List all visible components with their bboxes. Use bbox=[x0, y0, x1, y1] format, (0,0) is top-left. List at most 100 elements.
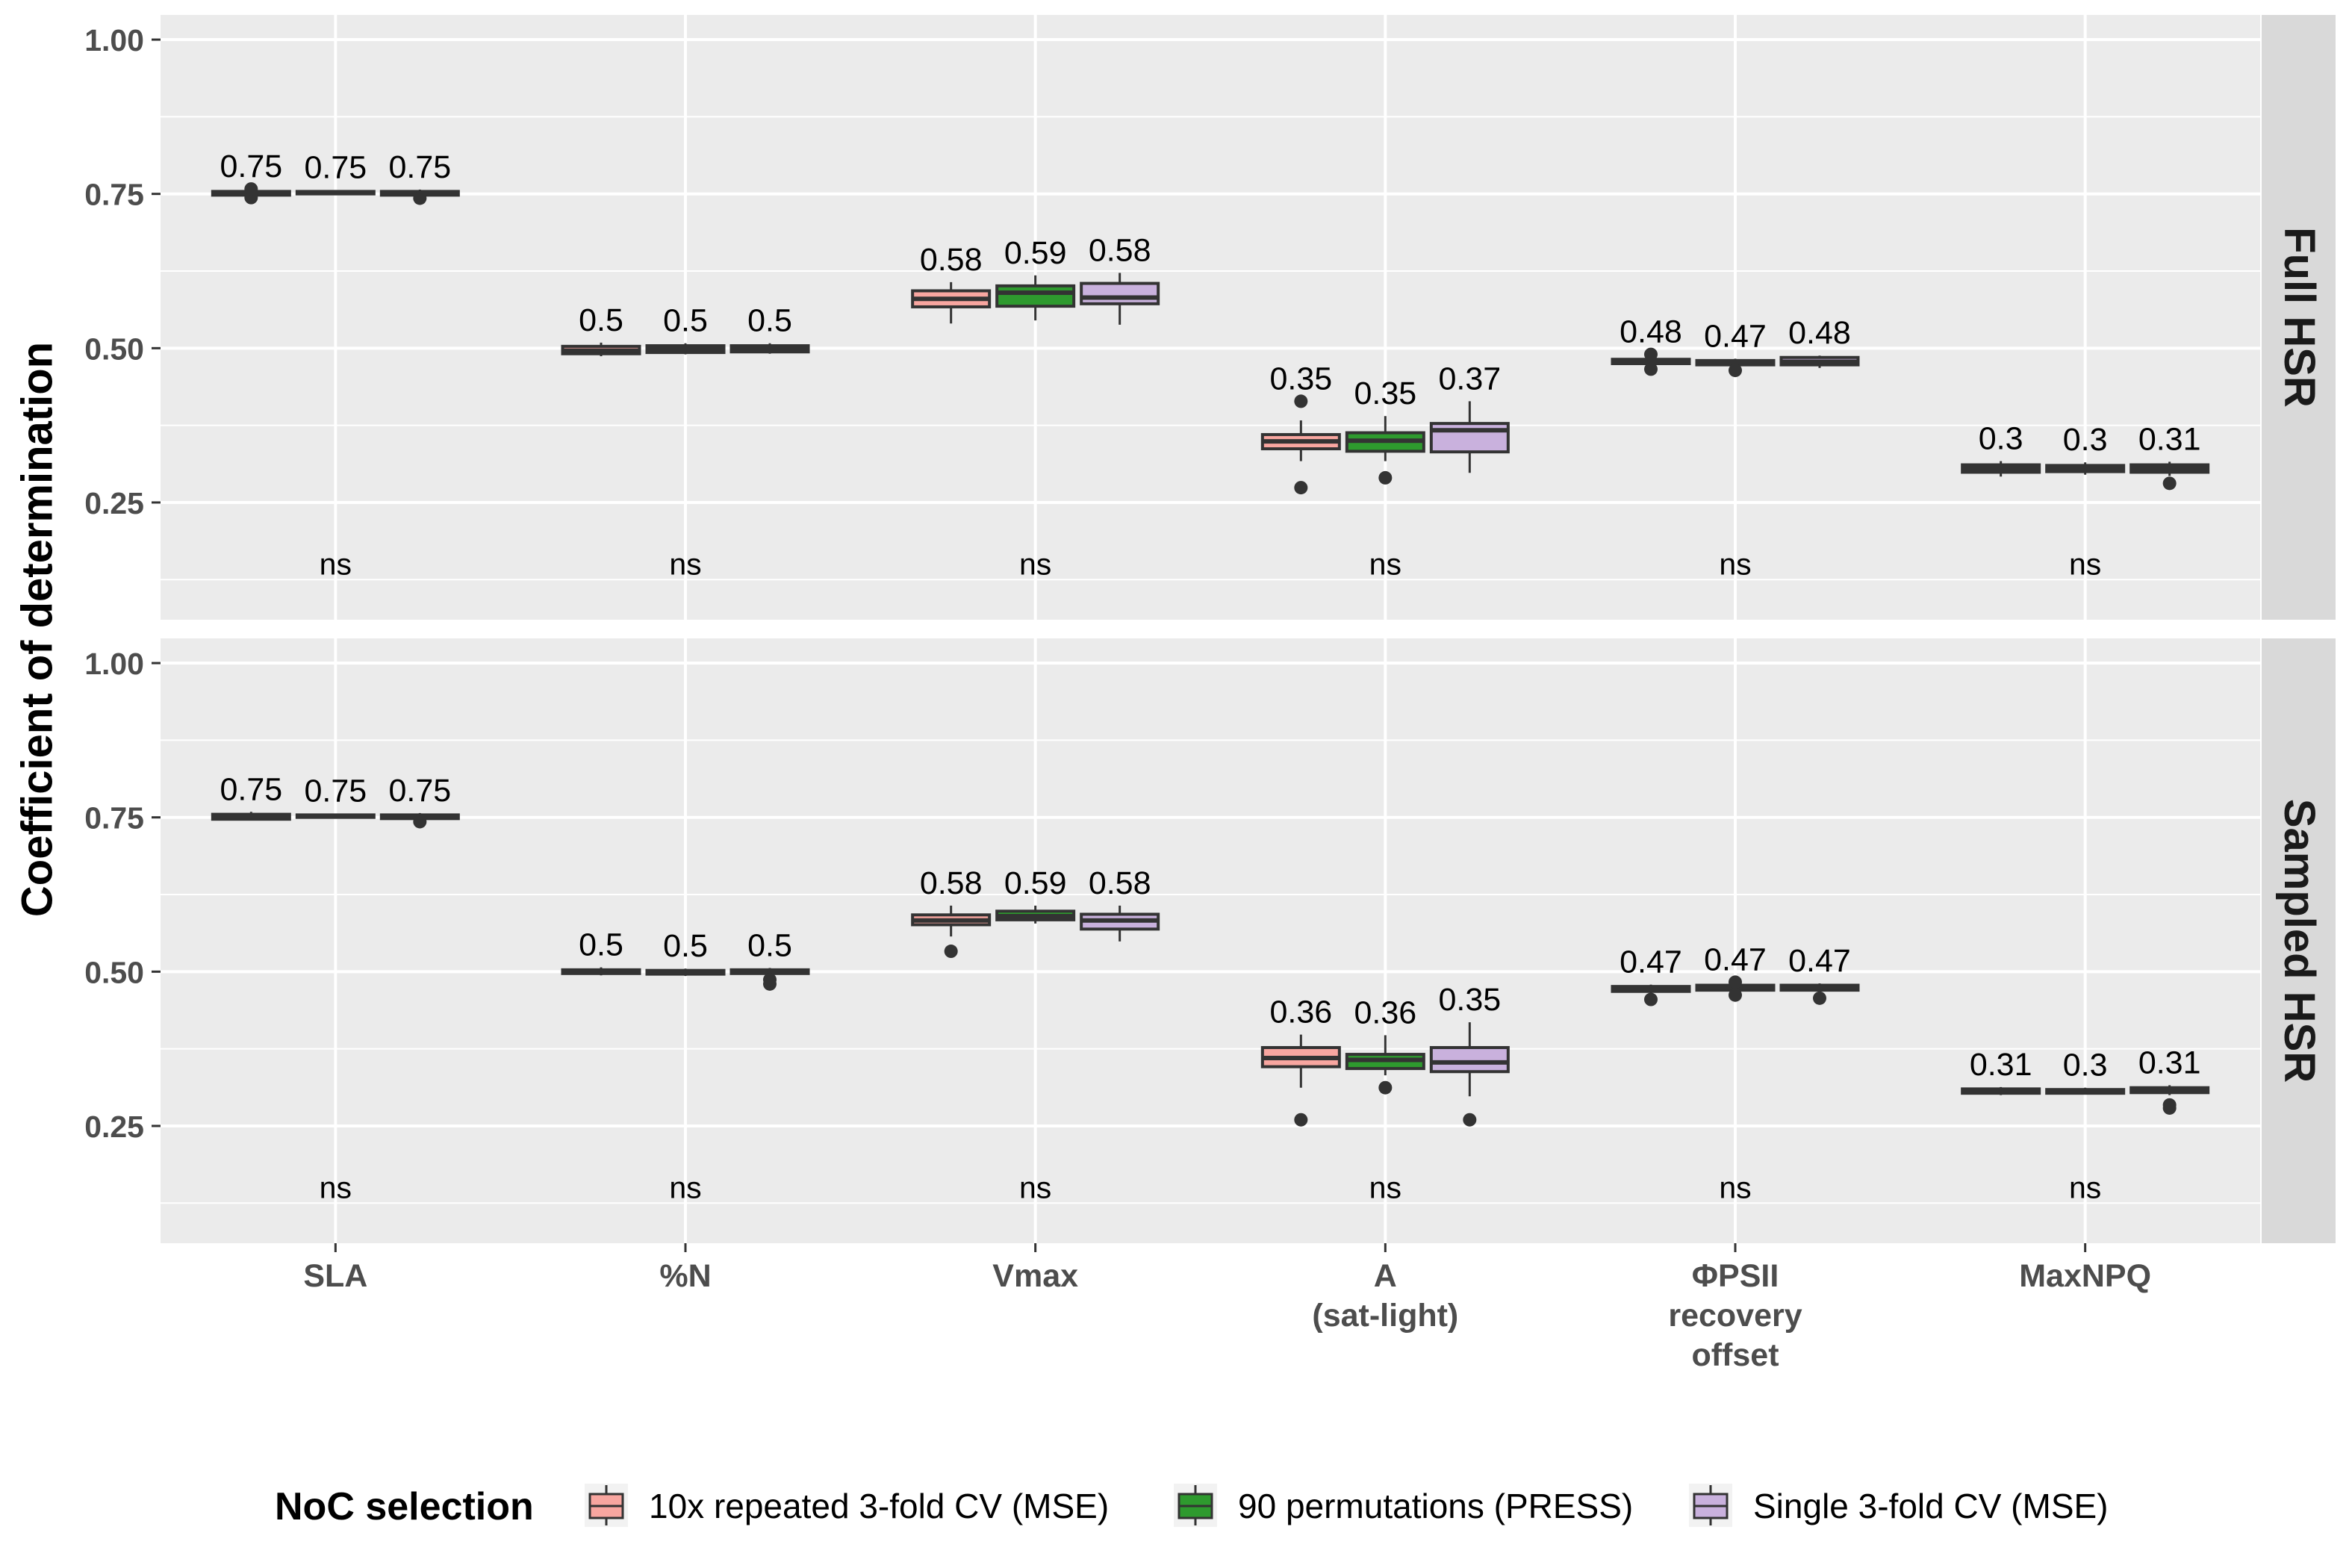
box-value-label: 0.36 bbox=[1354, 995, 1416, 1030]
box-2: 0.3 bbox=[2045, 1048, 2126, 1095]
panel-sampled-hsr: 0.25 0.50 0.75 1.00 Sampled HSR 0.75 0.75 0.75 n… bbox=[84, 638, 2336, 1243]
legend-title: NoC selection bbox=[275, 1485, 534, 1528]
box-3: 0.47 bbox=[1779, 943, 1860, 1005]
box-value-label: 0.5 bbox=[663, 928, 708, 964]
y-tick-label: 0.75 bbox=[84, 178, 144, 212]
x-category-label-line: Vmax bbox=[992, 1258, 1078, 1294]
box-3: 0.75 bbox=[379, 149, 460, 205]
x-category-label-line: (sat-light) bbox=[1312, 1298, 1458, 1334]
box-1: 0.75 bbox=[211, 149, 291, 205]
y-tick-label: 1.00 bbox=[84, 647, 144, 681]
x-category-label: ΦPSII recovery offset bbox=[1668, 1258, 1802, 1373]
box-1: 0.47 bbox=[1611, 945, 1691, 1007]
box-3: 0.48 bbox=[1779, 315, 1860, 368]
legend-item: 90 permutations (PRESS) bbox=[1174, 1484, 1633, 1527]
box-2: 0.59 bbox=[995, 865, 1076, 924]
box-outlier-point bbox=[1463, 1113, 1477, 1127]
box-value-label: 0.3 bbox=[2063, 422, 2108, 458]
box-3: 0.31 bbox=[2129, 421, 2210, 491]
box-value-label: 0.5 bbox=[747, 927, 792, 963]
x-category-label-line: MaxNPQ bbox=[2019, 1258, 2151, 1294]
legend: NoC selection 10x repeated 3-fold CV (MSE… bbox=[275, 1484, 2109, 1528]
box-2: 0.35 bbox=[1345, 376, 1425, 485]
significance-label: ns bbox=[1019, 547, 1051, 582]
significance-label: ns bbox=[1369, 547, 1401, 582]
box-value-label: 0.75 bbox=[388, 773, 451, 809]
box-value-label: 0.5 bbox=[747, 303, 792, 339]
box-3: 0.5 bbox=[729, 303, 810, 354]
facet-strip: Sampled HSR bbox=[2262, 638, 2336, 1243]
box-value-label: 0.3 bbox=[1979, 421, 2023, 457]
box-value-label: 0.5 bbox=[579, 302, 623, 338]
box-1: 0.58 bbox=[911, 865, 992, 959]
box-value-label: 0.47 bbox=[1620, 945, 1682, 980]
box-1: 0.75 bbox=[211, 771, 291, 821]
facet-strip-label: Full HSR bbox=[2275, 227, 2324, 408]
box-value-label: 0.5 bbox=[579, 927, 623, 963]
panel-background bbox=[161, 15, 2260, 620]
box-2: 0.47 bbox=[1695, 942, 1776, 1002]
significance-label: ns bbox=[1719, 1171, 1751, 1205]
box-outlier-point bbox=[413, 815, 427, 829]
x-category-label-line: offset bbox=[1691, 1337, 1779, 1373]
box-value-label: 0.35 bbox=[1438, 982, 1501, 1018]
box-3: 0.75 bbox=[379, 773, 460, 829]
significance-label: ns bbox=[320, 1171, 352, 1205]
legend-item: 10x repeated 3-fold CV (MSE) bbox=[585, 1484, 1109, 1527]
x-category-label: SLA bbox=[303, 1258, 367, 1294]
box-1: 0.3 bbox=[1961, 421, 2041, 477]
box-value-label: 0.75 bbox=[220, 149, 282, 184]
box-value-label: 0.75 bbox=[220, 771, 282, 807]
y-tick-label: 0.75 bbox=[84, 801, 144, 836]
legend-label: Single 3-fold CV (MSE) bbox=[1753, 1487, 2109, 1525]
box-value-label: 0.75 bbox=[388, 149, 451, 185]
box-2: 0.59 bbox=[995, 235, 1076, 321]
box-outlier-point bbox=[1729, 975, 1742, 989]
box-outlier-point bbox=[2162, 1098, 2177, 1112]
y-tick-label: 0.25 bbox=[84, 1110, 144, 1144]
box-outlier-point bbox=[1729, 364, 1742, 378]
x-category-label-line: %N bbox=[659, 1258, 711, 1294]
significance-label: ns bbox=[320, 547, 352, 582]
box-outlier-point bbox=[1294, 394, 1308, 408]
box-3: 0.58 bbox=[1080, 232, 1160, 325]
box-outlier-point bbox=[1813, 991, 1826, 1005]
box-value-label: 0.58 bbox=[1089, 232, 1151, 268]
box-outlier-point bbox=[1644, 992, 1658, 1007]
legend-item: Single 3-fold CV (MSE) bbox=[1689, 1484, 2109, 1527]
box-value-label: 0.31 bbox=[2138, 1045, 2201, 1080]
box-2: 0.75 bbox=[295, 150, 376, 196]
box-2: 0.47 bbox=[1695, 318, 1776, 378]
significance-label: ns bbox=[669, 1171, 701, 1205]
box-outlier-point bbox=[244, 182, 258, 196]
significance-label: ns bbox=[1369, 1171, 1401, 1205]
y-axis-title: Coefficient of determination bbox=[13, 342, 62, 917]
legend-label: 10x repeated 3-fold CV (MSE) bbox=[649, 1487, 1109, 1525]
box-value-label: 0.58 bbox=[1089, 865, 1151, 901]
box-value-label: 0.31 bbox=[1970, 1047, 2032, 1083]
box-value-label: 0.59 bbox=[1004, 865, 1067, 901]
box-2: 0.75 bbox=[295, 774, 376, 819]
box-3: 0.5 bbox=[729, 927, 810, 991]
y-tick-label: 0.50 bbox=[84, 955, 144, 989]
box-value-label: 0.59 bbox=[1004, 235, 1067, 271]
box-value-label: 0.5 bbox=[663, 303, 708, 339]
box-1: 0.58 bbox=[911, 242, 992, 324]
box-outlier-point bbox=[413, 191, 427, 205]
significance-label: ns bbox=[1019, 1171, 1051, 1205]
box-outlier-point bbox=[1378, 470, 1393, 485]
box-value-label: 0.3 bbox=[2063, 1048, 2108, 1083]
box-value-label: 0.35 bbox=[1354, 376, 1416, 411]
legend-label: 90 permutations (PRESS) bbox=[1238, 1487, 1633, 1525]
y-tick-label: 0.50 bbox=[84, 332, 144, 366]
y-tick-label: 0.25 bbox=[84, 486, 144, 520]
panel-full-hsr: 0.25 0.50 0.75 1.00 Full HSR 0.75 0.75 0.75 ns 0.… bbox=[84, 15, 2336, 620]
facet-strip-label: Sampled HSR bbox=[2275, 799, 2324, 1083]
box-1: 0.35 bbox=[1260, 361, 1341, 495]
box-value-label: 0.75 bbox=[304, 150, 367, 186]
y-tick-label: 1.00 bbox=[84, 23, 144, 57]
box-1: 0.36 bbox=[1260, 995, 1341, 1127]
box-value-label: 0.47 bbox=[1704, 318, 1767, 354]
box-2: 0.36 bbox=[1345, 995, 1425, 1095]
box-value-label: 0.31 bbox=[2138, 421, 2201, 457]
